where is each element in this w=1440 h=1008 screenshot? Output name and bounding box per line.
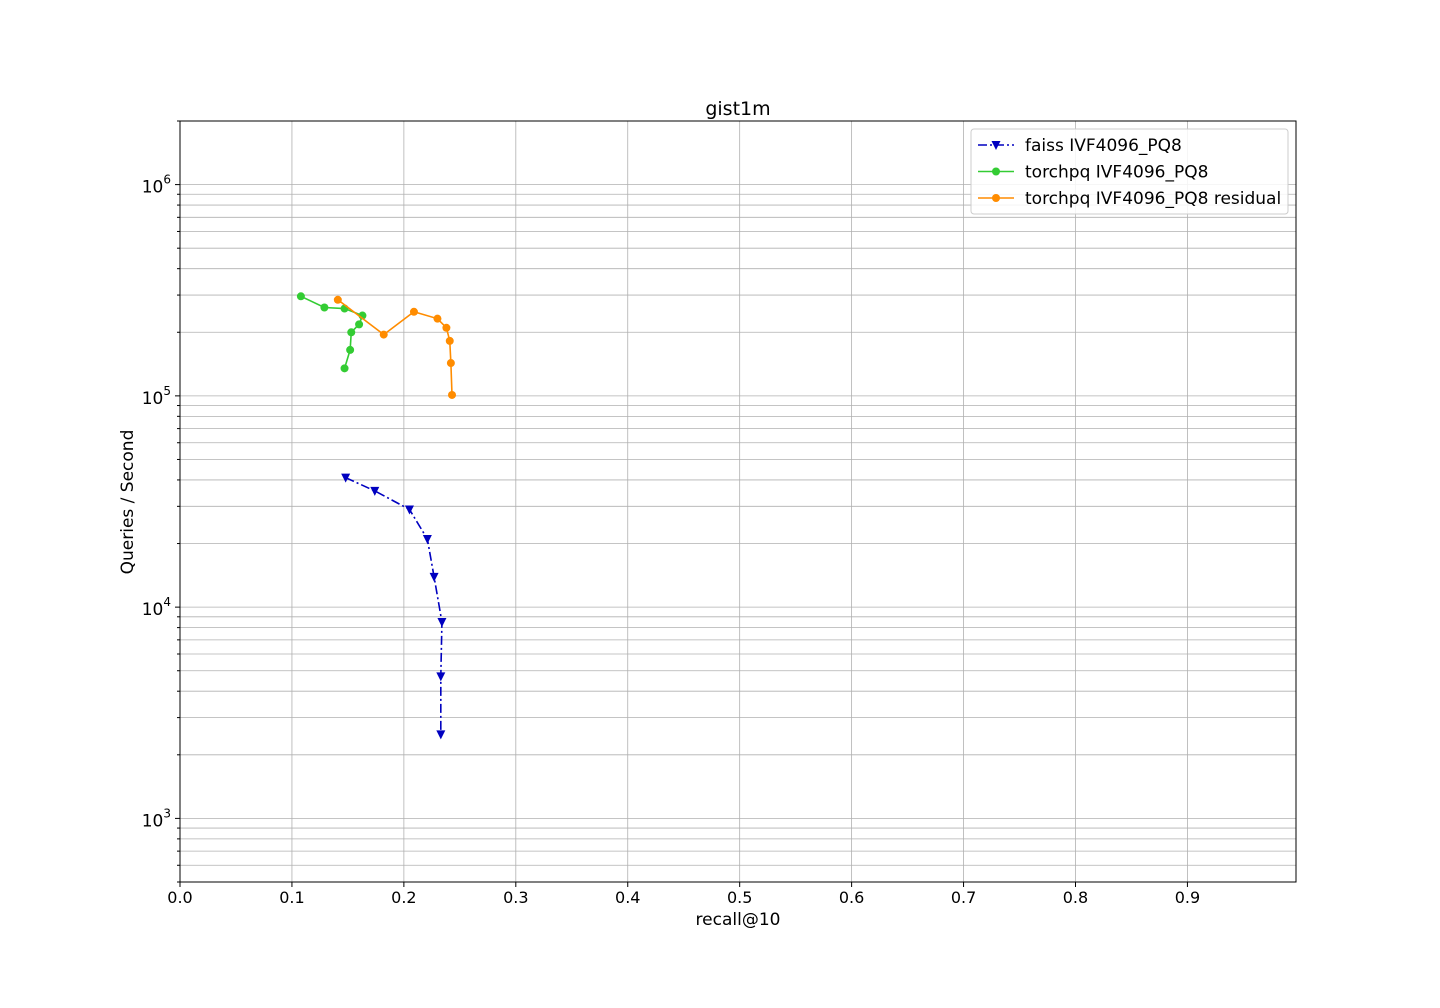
data-point bbox=[437, 618, 447, 628]
data-point bbox=[448, 390, 457, 399]
y-tick-label: 104 bbox=[142, 595, 171, 620]
data-point bbox=[333, 295, 342, 304]
data-point bbox=[436, 672, 446, 682]
x-tick-label: 0.1 bbox=[279, 888, 304, 907]
data-point bbox=[422, 535, 432, 545]
series-2 bbox=[296, 292, 367, 373]
data-point bbox=[446, 359, 455, 368]
data-point bbox=[404, 505, 414, 515]
series-line bbox=[345, 476, 443, 735]
data-point bbox=[341, 473, 351, 483]
x-tick-label: 0.6 bbox=[839, 888, 864, 907]
x-tick-label: 0.9 bbox=[1175, 888, 1200, 907]
data-point bbox=[445, 336, 454, 345]
data-point bbox=[379, 330, 388, 339]
y-tick-label: 103 bbox=[142, 806, 171, 831]
y-tick-label: 105 bbox=[142, 384, 171, 409]
data-point bbox=[436, 730, 446, 740]
legend-label: faiss IVF4096_PQ8 bbox=[1025, 136, 1182, 156]
series-layer bbox=[296, 292, 457, 740]
x-axis-label: recall@10 bbox=[696, 910, 781, 930]
data-point bbox=[433, 314, 442, 323]
chart-title: gist1m bbox=[705, 98, 770, 120]
data-point bbox=[370, 486, 380, 496]
series-1 bbox=[341, 473, 447, 740]
y-axis-label: Queries / Second bbox=[118, 430, 138, 575]
data-point bbox=[340, 364, 349, 373]
legend-label: torchpq IVF4096_PQ8 residual bbox=[1025, 189, 1281, 209]
x-tick-label: 0.3 bbox=[503, 888, 528, 907]
x-tick-label: 0.0 bbox=[167, 888, 192, 907]
x-tick-label: 0.7 bbox=[951, 888, 976, 907]
data-point bbox=[429, 572, 439, 582]
data-point bbox=[347, 328, 356, 337]
legend-box bbox=[970, 128, 1289, 215]
data-point bbox=[346, 345, 355, 354]
axis-ticks: 0.0 0.1 0.2 0.3 0.4 0.5 0.6 0.7 0.8 0.9 103 104 105 1… bbox=[142, 120, 1200, 907]
data-point bbox=[296, 292, 305, 301]
data-point bbox=[355, 320, 364, 329]
x-tick-label: 0.8 bbox=[1063, 888, 1088, 907]
data-point bbox=[442, 323, 451, 332]
data-point bbox=[409, 307, 418, 316]
legend-marker bbox=[991, 141, 1001, 150]
x-tick-label: 0.2 bbox=[391, 888, 416, 907]
legend-label: torchpq IVF4096_PQ8 bbox=[1025, 163, 1208, 183]
legend-marker bbox=[992, 194, 1000, 202]
data-point bbox=[320, 303, 329, 312]
x-tick-label: 0.5 bbox=[727, 888, 752, 907]
series-3 bbox=[333, 295, 457, 399]
y-tick-label: 106 bbox=[142, 173, 171, 198]
legend-marker bbox=[992, 167, 1000, 176]
plot-frame bbox=[179, 120, 1297, 883]
x-tick-label: 0.4 bbox=[615, 888, 640, 907]
